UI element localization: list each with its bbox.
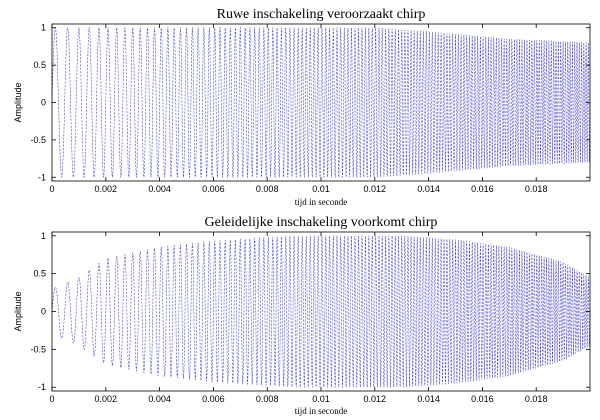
x-tick-label: 0.018 bbox=[525, 184, 548, 194]
x-tick-label: 0.016 bbox=[471, 184, 494, 194]
y-tick-label: 1 bbox=[41, 23, 46, 33]
chart-panel-1: Ruwe inschakeling veroorzaakt chirp 0 0.00… bbox=[13, 7, 591, 207]
y-tick-label: -0.5 bbox=[30, 344, 46, 354]
x-tick-label: 0.012 bbox=[364, 394, 387, 404]
x-tick-label: 0.006 bbox=[202, 394, 225, 404]
y-tick-label: 0.5 bbox=[33, 269, 46, 279]
chart-title: Geleidelijke inschakeling voorkomt chirp bbox=[205, 215, 438, 230]
y-tick-label: -1 bbox=[38, 172, 46, 182]
x-tick-label: 0 bbox=[49, 184, 54, 194]
x-tick-label: 0.002 bbox=[95, 184, 118, 194]
y-tick-label: 0 bbox=[41, 98, 46, 108]
y-axis-label: Amplitude bbox=[13, 82, 23, 122]
y-tick-label: 1 bbox=[41, 231, 46, 241]
x-tick-label: 0.018 bbox=[525, 394, 548, 404]
x-tick-label: 0.008 bbox=[256, 184, 279, 194]
x-tick-label: 0 bbox=[49, 394, 54, 404]
x-tick-label: 0.004 bbox=[148, 394, 171, 404]
chart-panel-2: Geleidelijke inschakeling voorkomt chirp… bbox=[13, 215, 591, 416]
x-axis-label: tijd in seconde bbox=[295, 406, 348, 416]
chart-title: Ruwe inschakeling veroorzaakt chirp bbox=[217, 7, 426, 22]
x-tick-label: 0.004 bbox=[148, 184, 171, 194]
series-line bbox=[52, 234, 590, 389]
plot-frame bbox=[51, 231, 591, 392]
x-tick-label: 0.006 bbox=[202, 184, 225, 194]
y-tick-label: -0.5 bbox=[30, 135, 46, 145]
x-tick-label: 0.016 bbox=[471, 394, 494, 404]
x-tick-label: 0.014 bbox=[417, 184, 440, 194]
x-tick-label: 0.012 bbox=[364, 184, 387, 194]
x-tick-label: 0.01 bbox=[312, 394, 330, 404]
y-tick-label: 0 bbox=[41, 307, 46, 317]
y-tick-label: -1 bbox=[38, 382, 46, 392]
x-tick-label: 0.008 bbox=[256, 394, 279, 404]
x-tick-label: 0.002 bbox=[95, 394, 118, 404]
y-tick-label: 0.5 bbox=[33, 60, 46, 70]
x-axis-label: tijd in seconde bbox=[295, 197, 348, 207]
y-axis-label: Amplitude bbox=[13, 291, 23, 331]
x-tick-label: 0.014 bbox=[417, 394, 440, 404]
series-line bbox=[52, 26, 590, 179]
x-tick-label: 0.01 bbox=[312, 184, 330, 194]
